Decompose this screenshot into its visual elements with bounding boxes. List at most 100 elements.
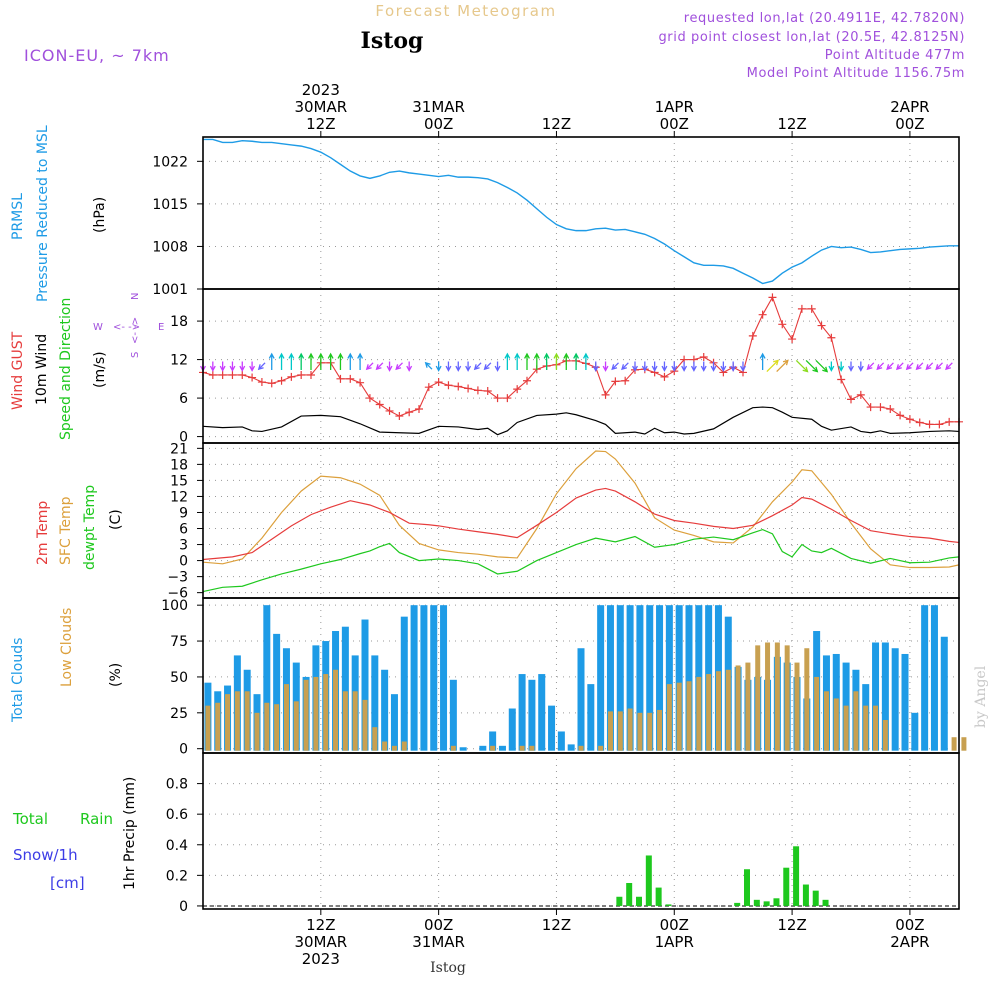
low-cloud-bar <box>725 669 731 751</box>
total-cloud-bar <box>911 712 919 751</box>
total-cloud-bar <box>656 605 664 751</box>
bottom-time-label: 00Z <box>660 916 689 934</box>
wind-direction-arrow <box>886 362 894 371</box>
total-cloud-bar <box>665 605 673 751</box>
compass-n: N <box>130 293 141 300</box>
wind10-line <box>202 406 960 436</box>
low-cloud-bar <box>617 711 623 751</box>
gust-marker <box>218 370 227 379</box>
rain-bar <box>773 898 780 906</box>
gust-marker <box>473 386 482 395</box>
rain-bar <box>655 887 662 906</box>
wind-direction-arrow <box>651 361 658 372</box>
t2m-label: 2m Temp <box>35 501 51 565</box>
total-cloud-bar <box>901 653 909 751</box>
total-cloud-bar <box>881 642 889 751</box>
low-cloud-bar <box>352 691 358 751</box>
cloud-labels: Total Clouds Low Clouds (%) <box>10 608 124 723</box>
compass-arrow-vertical: <- -> <box>130 317 141 344</box>
low-cloud-bar <box>264 702 270 751</box>
top-time-label: 00Z <box>424 115 453 133</box>
wind-direction-arrow <box>866 362 875 371</box>
gust-marker <box>513 385 522 394</box>
top-time-label: 2023 <box>302 81 340 99</box>
bottom-time-label: 00Z <box>895 916 924 934</box>
low-cloud-bar <box>863 705 869 751</box>
watermark: by Angel <box>973 665 989 728</box>
total-cloud-bar <box>616 605 624 751</box>
low-cloud-bar <box>362 699 368 751</box>
wind-direction-arrow <box>445 361 452 372</box>
low-cloud-bar <box>804 648 810 751</box>
low-cloud-bar <box>676 682 682 751</box>
gust-marker <box>257 378 266 387</box>
rain-bar <box>802 884 809 906</box>
total-cloud-bar <box>921 605 929 751</box>
low-cloud-bar <box>578 745 584 751</box>
low-cloud-bar <box>715 671 721 751</box>
wind-direction-arrow <box>465 361 472 372</box>
y-tick-label: 1001 <box>152 282 188 298</box>
gust-marker <box>483 387 492 396</box>
low-cloud-bar <box>323 674 329 751</box>
wind-direction-arrow <box>219 361 226 372</box>
top-time-label: 12Z <box>306 115 335 133</box>
y-tick-label: 0 <box>179 430 188 446</box>
y-tick-label: 6 <box>179 522 188 538</box>
rain-bar <box>783 867 790 906</box>
wind-direction-arrow <box>592 361 599 372</box>
y-tick-label: 1015 <box>152 197 188 213</box>
panel-wind: 0 6 12 18 <box>170 289 963 446</box>
gust-marker <box>788 335 797 344</box>
y-tick-label: 3 <box>179 538 188 554</box>
wind-direction-arrow <box>357 352 364 370</box>
low-cloud-bar <box>951 737 957 751</box>
low-cloud-bar <box>833 698 839 751</box>
total-cloud-bar <box>508 708 516 751</box>
wind-direction-arrow <box>278 352 285 370</box>
total-cloud-bar <box>390 694 398 751</box>
rain-bar <box>636 896 642 906</box>
gust-marker <box>601 390 610 399</box>
gust-marker <box>248 373 257 382</box>
top-time-label: 12Z <box>777 115 806 133</box>
total-cloud-bar <box>489 731 497 751</box>
wind-direction-arrow <box>710 361 717 372</box>
wind-direction-arrow <box>406 361 413 372</box>
wind-direction-arrow <box>337 352 344 370</box>
low-cloud-bar <box>391 745 397 751</box>
gridpoint-coords: grid point closest lon,lat (20.5E, 42.81… <box>658 30 965 45</box>
wind-direction-arrow <box>632 361 638 372</box>
wind-direction-arrow <box>494 361 501 372</box>
gust-marker <box>346 374 355 383</box>
gust-marker <box>503 394 512 403</box>
rain-bar <box>734 902 741 906</box>
gust-marker <box>768 293 777 302</box>
wind-direction-arrow <box>288 352 295 370</box>
low-cloud-bar <box>814 676 820 751</box>
y-tick-label: 0.4 <box>166 838 188 854</box>
total-cloud-bar <box>518 674 526 751</box>
total-cloud-bar <box>498 745 506 751</box>
footer-station: Istog <box>430 960 466 976</box>
panel-frame-wind <box>202 288 960 444</box>
rain-label-b: Rain <box>80 810 113 828</box>
y-tick-label: 0 <box>179 742 188 758</box>
rain-bar <box>626 883 633 906</box>
wind-direction-arrow <box>239 361 246 372</box>
wind-direction-arrow <box>543 352 550 370</box>
wind-direction-arrow <box>435 361 442 372</box>
rain-bar <box>812 890 819 906</box>
total-cloud-bar <box>577 648 585 751</box>
wind-direction-arrow <box>514 352 521 370</box>
wind-gust-label: Wind GUST <box>10 331 26 410</box>
pressure-unit: (hPa) <box>92 197 108 233</box>
gust-marker <box>797 304 806 313</box>
wind-direction-arrow <box>424 361 433 370</box>
y-tick-label: 18 <box>170 314 188 330</box>
wind-direction-arrow <box>766 359 780 373</box>
pressure-line <box>203 138 959 285</box>
total-cloud-bar <box>930 605 938 751</box>
low-cloud-bar <box>205 705 211 751</box>
